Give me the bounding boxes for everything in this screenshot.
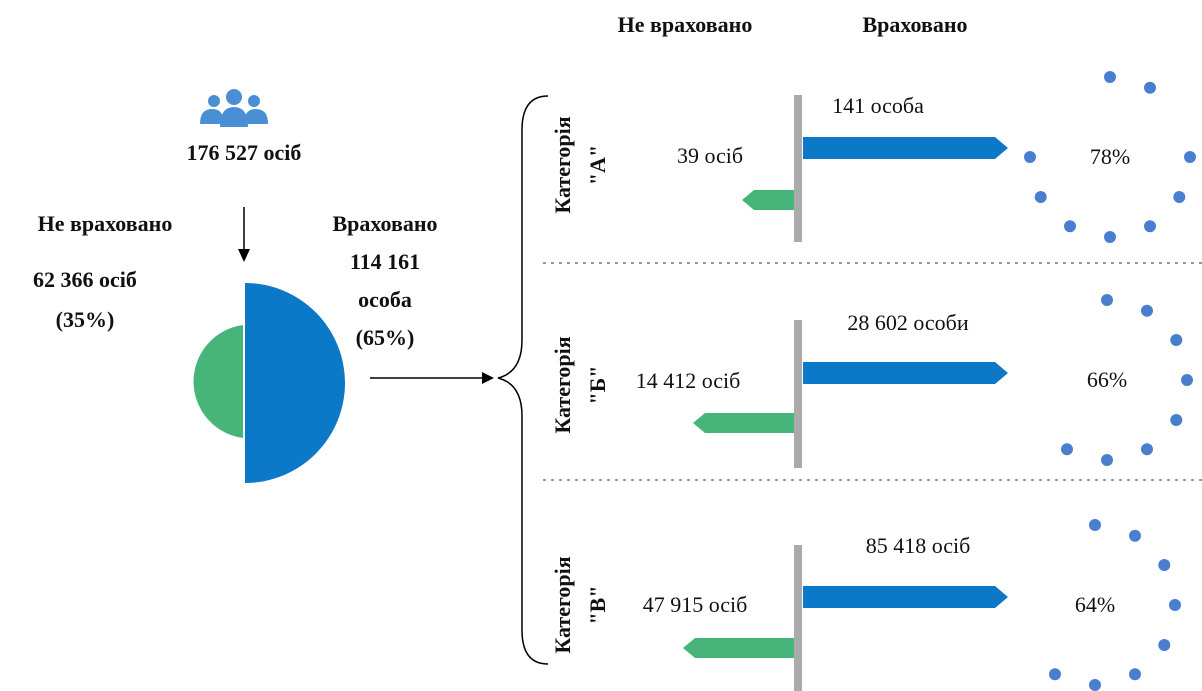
category-name: Категорія bbox=[550, 116, 575, 213]
not-counted-bar bbox=[683, 638, 794, 658]
dot bbox=[1141, 304, 1153, 317]
not-counted-label: 14 412 осіб bbox=[636, 368, 741, 393]
dot bbox=[1170, 334, 1183, 346]
not-counted-title: Не враховано bbox=[38, 211, 173, 236]
dot bbox=[1049, 668, 1061, 681]
category-name: Категорія bbox=[550, 556, 575, 653]
counted-label: 141 особа bbox=[832, 93, 924, 118]
dot bbox=[1141, 443, 1153, 456]
not-counted-label: 47 915 осіб bbox=[643, 592, 748, 617]
category-letter: "А" bbox=[585, 145, 610, 185]
not-counted-bar bbox=[742, 190, 794, 210]
counted-label: 85 418 осіб bbox=[866, 533, 971, 558]
dot bbox=[1101, 294, 1113, 306]
dot bbox=[1144, 220, 1156, 233]
arrow-head bbox=[482, 372, 494, 384]
category-letter: "В" bbox=[585, 585, 610, 624]
share-label: 66% bbox=[1087, 367, 1127, 392]
not-counted-value: 62 366 осіб bbox=[33, 267, 137, 292]
people-icon bbox=[200, 89, 268, 127]
dot bbox=[1034, 191, 1047, 203]
dot bbox=[1129, 668, 1141, 681]
counted-bar bbox=[803, 362, 1008, 384]
not-counted-bar bbox=[693, 413, 794, 433]
dot bbox=[1104, 71, 1116, 83]
counted-half bbox=[245, 283, 345, 483]
counted-share: (65%) bbox=[356, 325, 415, 350]
counted-bar bbox=[803, 137, 1008, 159]
share-label: 78% bbox=[1090, 144, 1130, 169]
dot bbox=[1144, 81, 1156, 94]
arrow-head bbox=[238, 249, 250, 262]
share-label: 64% bbox=[1075, 592, 1115, 617]
dot bbox=[1158, 559, 1171, 571]
dot bbox=[1089, 679, 1101, 691]
dot bbox=[1173, 191, 1186, 203]
dot bbox=[1181, 374, 1193, 386]
dot bbox=[1129, 529, 1141, 542]
category-name: Категорія bbox=[550, 336, 575, 433]
brace bbox=[497, 95, 549, 665]
not-counted-label: 39 осіб bbox=[677, 143, 743, 168]
counted-title: Враховано bbox=[332, 211, 437, 236]
counted-label: 28 602 особи bbox=[847, 310, 969, 335]
dot bbox=[1158, 639, 1171, 651]
dot bbox=[1170, 414, 1183, 426]
dot bbox=[1064, 220, 1076, 233]
dot bbox=[1104, 231, 1116, 243]
header-counted: Враховано bbox=[862, 12, 967, 37]
counted-unit: особа bbox=[358, 287, 412, 312]
dot bbox=[1089, 519, 1101, 531]
dot bbox=[1024, 151, 1036, 163]
counted-value: 114 161 bbox=[350, 249, 420, 274]
header-not-counted: Не враховано bbox=[618, 12, 753, 37]
not-counted-half bbox=[193, 325, 243, 438]
not-counted-share: (35%) bbox=[56, 307, 115, 332]
category-letter: "Б" bbox=[585, 366, 610, 405]
counted-bar bbox=[803, 586, 1008, 608]
dot bbox=[1061, 443, 1073, 456]
total: 176 527 осіб bbox=[187, 140, 302, 165]
dot bbox=[1101, 454, 1113, 466]
dot bbox=[1184, 151, 1196, 163]
dot bbox=[1169, 599, 1181, 611]
